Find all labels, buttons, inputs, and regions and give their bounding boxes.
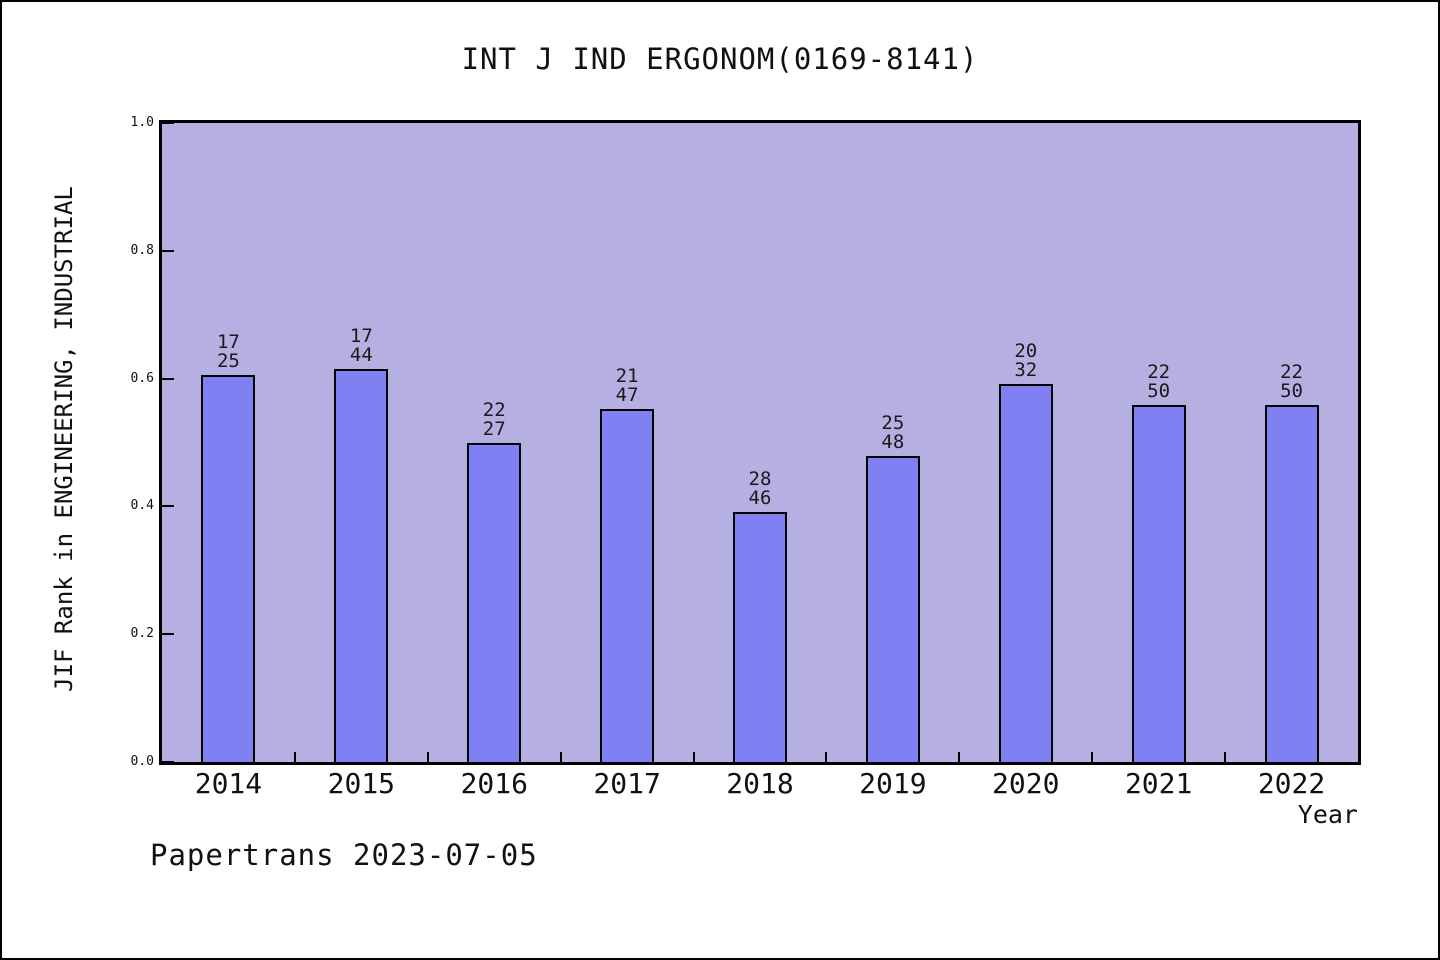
y-tick-label: 1.0 — [130, 115, 154, 130]
x-tick-mark — [1224, 752, 1227, 762]
y-tick-mark — [162, 633, 174, 636]
bar-value-label-2022: 22 50 — [1280, 360, 1303, 402]
watermark-text: Papertrans 2023-07-05 — [150, 838, 538, 872]
bar-value-label-2014: 17 25 — [216, 331, 240, 373]
y-tick-label: 0.4 — [130, 498, 154, 514]
x-tick-mark — [958, 752, 961, 762]
y-tick-mark — [162, 249, 174, 252]
x-tick-mark — [825, 752, 828, 762]
bar-2020 — [998, 383, 1053, 762]
y-tick-label: 0.8 — [130, 242, 154, 258]
bar-2014 — [201, 375, 256, 762]
bar-2022 — [1264, 404, 1319, 762]
y-tick-label: 0.2 — [130, 626, 154, 642]
x-tick-mark — [293, 752, 296, 762]
x-axis-title: Year — [1297, 800, 1358, 829]
bar-value-label-2021: 22 50 — [1147, 360, 1171, 402]
bar-2016 — [467, 442, 522, 762]
x-tick-mark — [692, 752, 695, 762]
x-tick-label-2017: 2017 — [593, 767, 661, 800]
x-tick-label-2016: 2016 — [460, 767, 528, 800]
bar-value-label-2020: 20 32 — [1014, 339, 1038, 381]
x-tick-label-2019: 2019 — [859, 767, 927, 800]
bar-2019 — [865, 455, 920, 762]
x-tick-mark — [426, 752, 429, 762]
x-tick-label-2021: 2021 — [1124, 767, 1193, 800]
x-tick-label-2014: 2014 — [194, 767, 263, 800]
plot-area: 17 25 17 44 22 27 21 47 28 46 25 48 20 32 22 50… — [159, 120, 1361, 765]
bar-value-label-2018: 28 46 — [748, 467, 772, 509]
y-axis-title-text: JIF Rank in ENGINEERING, INDUSTRIAL — [50, 186, 78, 692]
y-tick-mark — [162, 505, 174, 508]
y-tick-mark — [162, 761, 174, 763]
bar-2017 — [600, 409, 655, 762]
plot-inner: 17 25 17 44 22 27 21 47 28 46 25 48 20 32 22 50… — [162, 122, 1358, 763]
y-tick-mark — [162, 377, 174, 380]
x-tick-label-2022: 2022 — [1257, 767, 1326, 800]
chart-title: INT J IND ERGONOM(0169-8141) — [461, 42, 979, 76]
x-tick-label-2015: 2015 — [327, 767, 396, 800]
x-tick-label-2020: 2020 — [992, 767, 1060, 800]
y-tick-label: 0.0 — [130, 754, 154, 769]
bar-value-label-2016: 22 27 — [482, 398, 506, 440]
bar-2018 — [733, 511, 787, 762]
x-tick-label-2018: 2018 — [726, 767, 794, 800]
x-tick-mark — [559, 752, 562, 762]
bar-value-label-2019: 25 48 — [881, 411, 905, 453]
bar-value-label-2015: 17 44 — [349, 325, 373, 366]
y-tick-label: 0.6 — [130, 370, 154, 386]
bar-2021 — [1131, 404, 1186, 762]
bar-value-label-2017: 21 47 — [615, 365, 639, 407]
bar-2015 — [334, 369, 389, 762]
x-tick-mark — [1091, 752, 1094, 762]
y-tick-mark — [162, 122, 174, 124]
